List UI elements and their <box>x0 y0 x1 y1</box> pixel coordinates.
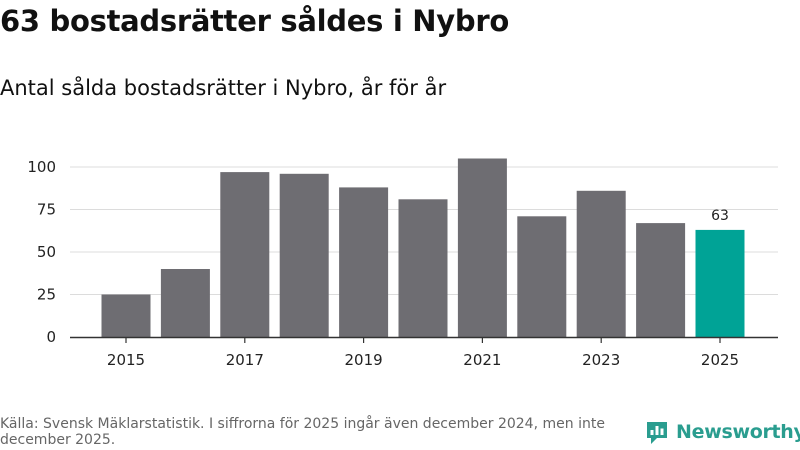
bars <box>101 158 745 337</box>
x-tick-label: 2015 <box>107 351 145 369</box>
bar-2021 <box>457 158 507 337</box>
bar-2015 <box>101 294 151 337</box>
brand-logo: Newsworthy <box>644 419 800 445</box>
y-tick-label: 100 <box>27 158 56 176</box>
x-tick-label: 2023 <box>582 351 620 369</box>
x-tick-label: 2017 <box>226 351 264 369</box>
axes <box>70 336 778 343</box>
bar-2019 <box>339 187 389 337</box>
y-tick-label: 50 <box>37 243 56 261</box>
bar-chart: 0 25 50 75 100 2015 2017 2019 2021 2023 2025 63 <box>27 158 778 369</box>
source-note: Källa: Svensk Mäklarstatistik. I siffror… <box>0 416 605 448</box>
bar-2016 <box>160 269 210 337</box>
bar-2020 <box>398 199 448 337</box>
bar-2023 <box>576 190 626 337</box>
brand-name: Newsworthy <box>676 421 800 443</box>
x-tick-label: 2025 <box>701 351 739 369</box>
y-tick-label: 0 <box>46 328 56 346</box>
data-label-2025: 63 <box>711 208 729 224</box>
chart-subtitle: Antal sålda bostadsrätter i Nybro, år fö… <box>0 76 447 100</box>
bar-2025 <box>695 229 745 337</box>
chart-title: 63 bostadsrätter såldes i Nybro <box>0 4 509 38</box>
bar-2017 <box>220 172 270 337</box>
x-tick-label: 2021 <box>463 351 501 369</box>
bar-2022 <box>517 216 567 337</box>
bar-chart-badge-icon <box>647 422 667 444</box>
y-tick-label: 25 <box>37 286 56 304</box>
labels: 0 25 50 75 100 2015 2017 2019 2021 2023 2025 63 <box>27 158 739 369</box>
x-tick-label: 2019 <box>345 351 383 369</box>
y-tick-label: 75 <box>37 201 56 219</box>
bar-2018 <box>279 173 329 337</box>
bar-2024 <box>636 223 686 337</box>
